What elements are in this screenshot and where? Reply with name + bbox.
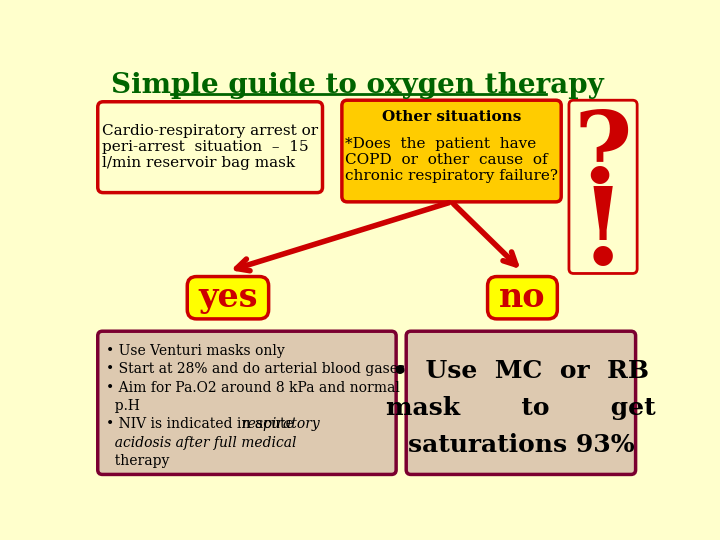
Text: p.H: p.H — [106, 399, 140, 413]
Text: • Start at 28% and do arterial blood gases: • Start at 28% and do arterial blood gas… — [106, 362, 405, 376]
Text: ?: ? — [574, 107, 632, 204]
FancyBboxPatch shape — [569, 100, 637, 273]
Text: • Use Venturi masks only: • Use Venturi masks only — [106, 343, 284, 357]
Text: Cardio-respiratory arrest or
peri-arrest  situation  –  15
l/min reservoir bag m: Cardio-respiratory arrest or peri-arrest… — [102, 124, 318, 171]
FancyBboxPatch shape — [406, 331, 636, 475]
FancyBboxPatch shape — [342, 100, 561, 202]
FancyBboxPatch shape — [187, 276, 269, 319]
FancyBboxPatch shape — [98, 331, 396, 475]
Text: saturations 93%: saturations 93% — [408, 433, 634, 457]
Text: • NIV is indicated in acute: • NIV is indicated in acute — [106, 417, 297, 431]
Text: *Does  the  patient  have
COPD  or  other  cause  of
chronic respiratory failure: *Does the patient have COPD or other cau… — [345, 137, 558, 184]
Text: respiratory: respiratory — [241, 417, 320, 431]
Text: no: no — [499, 281, 546, 314]
Text: Other situations: Other situations — [382, 110, 521, 124]
Text: acidosis after full medical: acidosis after full medical — [106, 436, 296, 450]
Text: yes: yes — [198, 281, 258, 314]
Text: Simple guide to oxygen therapy: Simple guide to oxygen therapy — [111, 72, 604, 99]
Text: •  Use  MC  or  RB: • Use MC or RB — [392, 359, 649, 383]
Text: !: ! — [580, 184, 626, 286]
Text: • Aim for Pa.O2 around 8 kPa and normal: • Aim for Pa.O2 around 8 kPa and normal — [106, 381, 400, 395]
FancyBboxPatch shape — [487, 276, 557, 319]
FancyBboxPatch shape — [98, 102, 323, 193]
Text: mask       to       get: mask to get — [386, 396, 656, 420]
Text: therapy: therapy — [106, 455, 169, 468]
